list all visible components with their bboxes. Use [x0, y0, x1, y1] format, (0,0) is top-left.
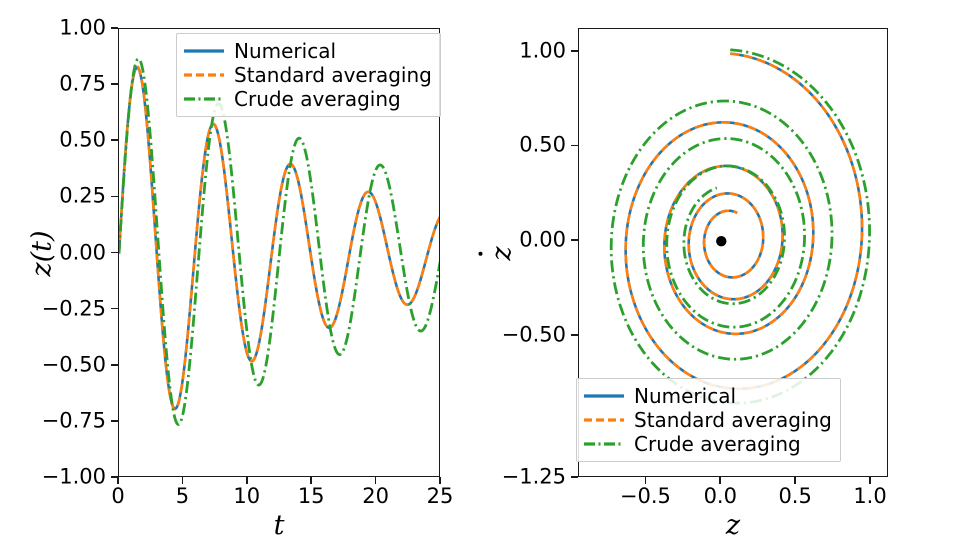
left-y-tick-1: 0.75 — [59, 71, 106, 96]
left-x-tick-3: 15 — [297, 484, 325, 508]
left-y-tickmark-2 — [111, 139, 118, 142]
right-x-tickmark-0 — [644, 477, 647, 484]
left-y-tickmark-7 — [111, 420, 118, 422]
legend-item-numerical: Numerical — [583, 384, 832, 408]
legend-label-standard-averaging: Standard averaging — [634, 408, 832, 432]
left-x-tick-0: 0 — [111, 484, 125, 508]
left-x-tickmark-5 — [439, 477, 441, 484]
legend-item-standard-averaging: Standard averaging — [583, 408, 832, 432]
right-y-tickmark-3 — [571, 334, 578, 336]
left-y-tickmark-8 — [111, 476, 118, 478]
left-x-tickmark-1 — [181, 477, 184, 484]
right-panel-phase-portrait: 1.00 0.50 0.00 −0.50 −1.25 −0.5 0.0 0.5 1.0 z z… — [478, 0, 960, 551]
left-x-tick-4: 20 — [362, 484, 389, 508]
right-x-tickmark-1 — [719, 477, 722, 484]
right-x-tick-1: 0.0 — [703, 484, 737, 508]
right-legend: Numerical Standard averaging Crude avera… — [576, 378, 841, 462]
right-x-tick-2: 0.5 — [778, 484, 812, 508]
legend-label-crude-averaging: Crude averaging — [634, 432, 801, 456]
left-panel-timeseries: 1.00 0.75 0.50 0.25 0.00 −0.25 −0.50 −0.75 −1.00… — [26, 15, 454, 541]
right-plot-lines — [609, 48, 871, 405]
left-y-tickmark-1 — [111, 83, 118, 85]
left-y-tick-7: −0.75 — [41, 408, 106, 433]
legend-item-standard-averaging: Standard averaging — [183, 63, 432, 87]
legend-label-numerical: Numerical — [234, 39, 337, 63]
left-y-tick-4: 0.00 — [59, 240, 106, 264]
left-x-tick-1: 5 — [175, 484, 190, 508]
right-y-axis-letter: z — [486, 246, 518, 261]
legend-item-crude-averaging: Crude averaging — [183, 87, 432, 111]
right-y-axis-title: z — [478, 204, 518, 304]
legend-swatch-standard-averaging — [184, 73, 224, 77]
left-y-axis-title: z(t) — [26, 230, 58, 277]
legend-swatch-standard-averaging — [584, 418, 624, 422]
left-y-tick-5: −0.25 — [41, 296, 106, 321]
left-plot-lines — [119, 57, 439, 426]
right-x-axis-title: z — [725, 510, 741, 541]
right-y-tickmark-1 — [571, 144, 578, 147]
derivative-dot-icon — [478, 251, 483, 256]
legend-item-numerical: Numerical — [183, 39, 432, 63]
legend-label-standard-averaging: Standard averaging — [234, 63, 432, 87]
right-x-tickmark-2 — [794, 477, 796, 484]
left-y-tickmark-5 — [111, 307, 118, 310]
legend-swatch-numerical — [184, 49, 224, 53]
legend-label-crude-averaging: Crude averaging — [234, 87, 401, 111]
right-y-tickmark-0 — [571, 49, 578, 52]
legend-item-crude-averaging: Crude averaging — [583, 432, 832, 456]
left-y-tickmark-3 — [111, 195, 118, 198]
left-x-tickmark-3 — [310, 477, 312, 484]
fixed-point-dot — [716, 235, 727, 247]
left-x-tickmark-0 — [117, 477, 119, 484]
left-y-tickmark-6 — [111, 363, 118, 366]
right-y-tickmark-2 — [571, 239, 578, 241]
zdot-symbol: z — [478, 246, 518, 261]
legend-swatch-crude-averaging — [184, 97, 224, 101]
right-y-tick-3: −0.50 — [501, 322, 566, 347]
left-y-tickmark-0 — [111, 27, 118, 29]
left-y-tick-0: 1.00 — [59, 15, 106, 40]
legend-label-numerical: Numerical — [634, 384, 737, 408]
right-y-tickmark-4 — [571, 476, 578, 478]
legend-swatch-numerical — [584, 394, 624, 398]
left-x-tickmark-4 — [374, 477, 377, 484]
right-x-tick-0: −0.5 — [619, 484, 671, 508]
left-y-tick-6: −0.50 — [41, 352, 106, 377]
right-y-tick-1: 0.50 — [519, 132, 566, 157]
right-y-tick-4: −1.25 — [501, 464, 566, 489]
right-x-tick-3: 1.0 — [853, 484, 887, 508]
left-y-tick-2: 0.50 — [59, 127, 106, 152]
left-x-tick-2: 10 — [233, 484, 261, 508]
right-y-tick-0: 1.00 — [519, 38, 566, 63]
left-x-tick-5: 25 — [426, 484, 454, 508]
left-x-tickmark-2 — [246, 477, 248, 484]
right-y-tick-2: 0.00 — [519, 227, 566, 252]
left-x-axis-title: t — [273, 510, 285, 541]
legend-swatch-crude-averaging — [584, 442, 624, 446]
left-legend: Numerical Standard averaging Crude avera… — [176, 33, 441, 117]
left-y-tickmark-4 — [111, 251, 118, 254]
left-y-tick-3: 0.25 — [59, 183, 106, 208]
left-y-tick-8: −1.00 — [41, 464, 106, 489]
right-x-tickmark-3 — [869, 477, 871, 484]
